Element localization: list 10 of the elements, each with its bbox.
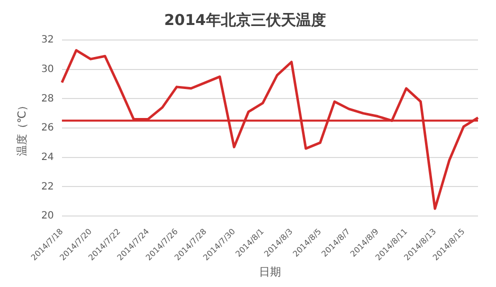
y-tick-label: 22: [41, 181, 54, 192]
y-tick-label: 28: [41, 93, 54, 104]
chart-title: 2014年北京三伏天温度: [164, 10, 326, 29]
x-axis-title: 日期: [258, 265, 281, 278]
y-tick-label: 20: [41, 210, 54, 222]
y-tick-label: 26: [41, 122, 54, 134]
y-tick-label: 32: [41, 34, 54, 46]
y-tick-label: 30: [41, 64, 54, 75]
y-tick-label: 24: [41, 152, 54, 163]
y-axis-title: 温度（℃）: [15, 100, 28, 156]
